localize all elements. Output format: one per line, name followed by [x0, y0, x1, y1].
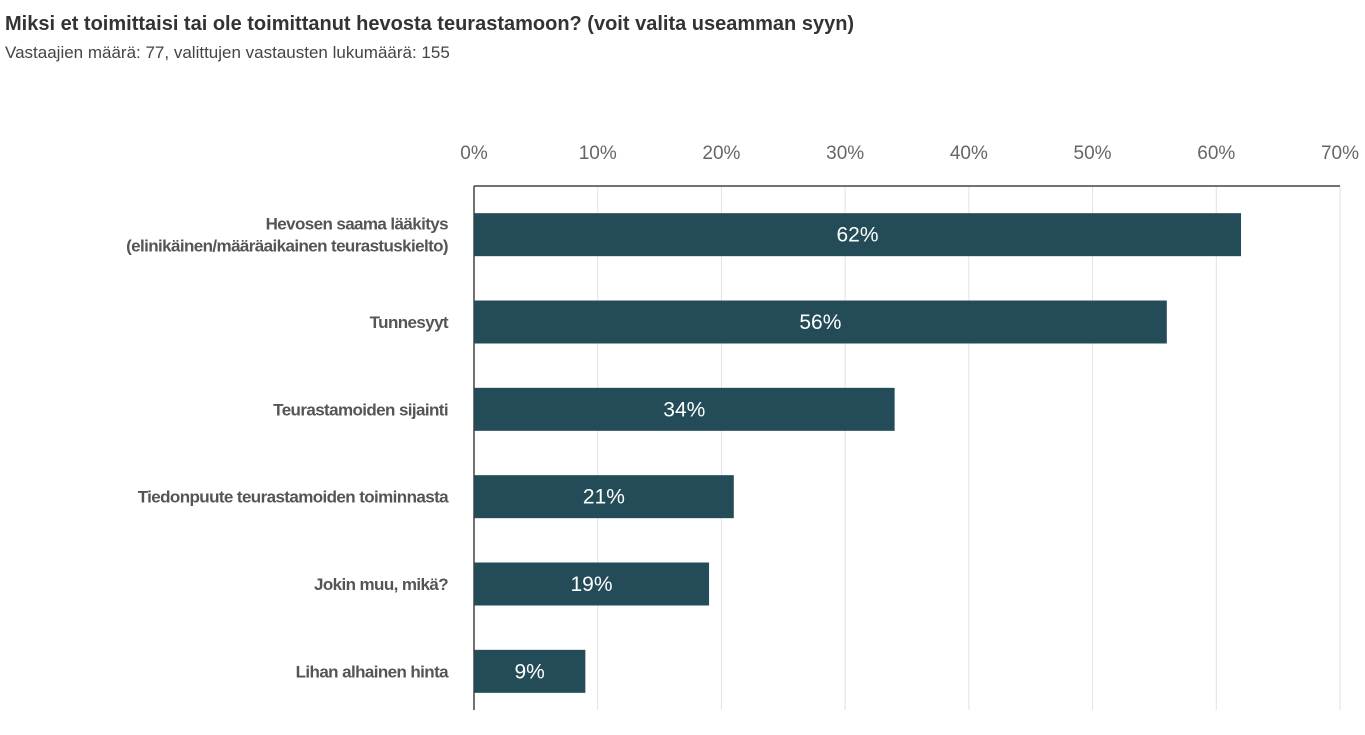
data-label: 62%: [836, 224, 878, 247]
category-label: Tunnesyyt: [370, 313, 449, 332]
bar: [474, 562, 710, 606]
data-label: 34%: [663, 398, 705, 421]
bar: [474, 387, 895, 431]
data-label: 56%: [799, 311, 841, 334]
category-label: Hevosen saama lääkitys: [266, 215, 449, 234]
x-tick-label: 30%: [826, 143, 864, 164]
chart-subtitle: Vastaajien määrä: 77, valittujen vastaus…: [5, 43, 450, 62]
bar: [474, 213, 1242, 257]
chart-title: Miksi et toimittaisi tai ole toimittanut…: [5, 13, 855, 35]
data-label: 9%: [514, 660, 544, 683]
x-tick-label: 70%: [1321, 143, 1359, 164]
category-label: Tiedonpuute teurastamoiden toiminnasta: [138, 488, 449, 507]
x-tick-label: 50%: [1074, 143, 1112, 164]
data-label: 19%: [571, 573, 613, 596]
data-label: 21%: [583, 486, 625, 509]
category-label: Lihan alhainen hinta: [296, 662, 449, 681]
x-tick-label: 60%: [1197, 143, 1235, 164]
x-tick-label: 10%: [579, 143, 617, 164]
x-tick-label: 0%: [460, 143, 488, 164]
category-label: Jokin muu, mikä?: [314, 575, 448, 594]
x-tick-label: 20%: [702, 143, 740, 164]
category-label: (elinikäinen/määräaikainen teurastuskiel…: [126, 237, 448, 256]
category-label: Teurastamoiden sijainti: [273, 400, 448, 419]
bar: [474, 475, 734, 519]
bar: [474, 300, 1167, 344]
x-tick-label: 40%: [950, 143, 988, 164]
bar: [474, 649, 586, 693]
